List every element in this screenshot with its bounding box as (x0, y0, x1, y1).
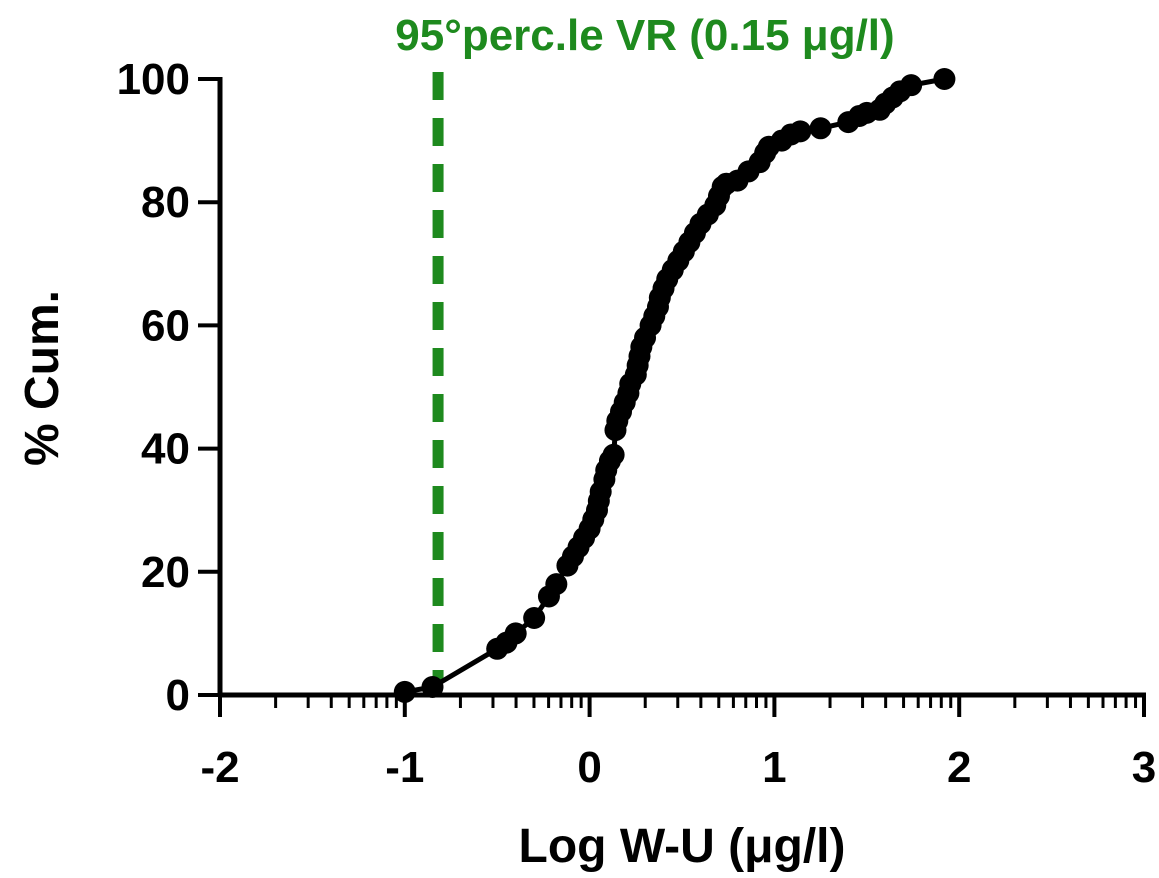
y-tick-label: 40 (141, 425, 190, 474)
data-point (809, 117, 832, 140)
x-tick-label: -2 (200, 743, 239, 792)
x-tick-label: 3 (1132, 743, 1156, 792)
y-tick-label: 20 (141, 548, 190, 597)
reference-line-label: 95°perc.le VR (0.15 μg/l) (395, 11, 894, 60)
series-line (404, 76, 945, 695)
y-axis-label: % Cum. (16, 290, 69, 466)
x-ticks-group: -2 -1 0 1 2 3 (200, 695, 1156, 792)
y-tick-label: 100 (117, 55, 190, 104)
y-tick-label: 0 (166, 671, 190, 720)
data-point (504, 622, 527, 645)
x-axis-label: Log W-U (μg/l) (519, 820, 846, 873)
y-tick-label: 60 (141, 301, 190, 350)
data-point (523, 607, 546, 629)
data-point (421, 675, 444, 698)
data-point (393, 680, 416, 703)
x-tick-label: 2 (947, 743, 971, 792)
x-tick-label: -1 (385, 743, 424, 792)
data-point (933, 68, 956, 90)
axes-group (217, 77, 1146, 698)
data-point (602, 443, 625, 466)
x-tick-label: 1 (762, 743, 786, 792)
data-point (900, 74, 923, 97)
x-tick-label: 0 (577, 743, 601, 792)
y-ticks-group: 0 20 40 60 80 100 (117, 55, 220, 720)
data-point (545, 573, 568, 596)
data-point (789, 120, 812, 143)
series-group (393, 68, 956, 703)
y-tick-label: 80 (141, 178, 190, 227)
